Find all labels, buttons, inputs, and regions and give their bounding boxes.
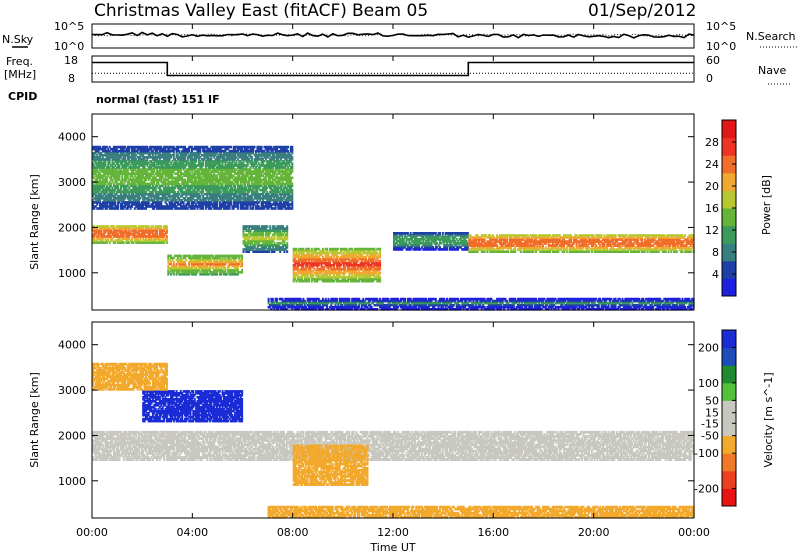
heatmap-cell bbox=[379, 260, 381, 263]
heatmap-cell bbox=[241, 269, 243, 272]
noise-right-tick-top: 10^5 bbox=[706, 20, 736, 33]
beam-label: Beam 05 bbox=[352, 1, 428, 21]
heatmap-cell bbox=[442, 232, 444, 235]
power-panel-background bbox=[92, 114, 694, 310]
noise-left-tick-top: 10^5 bbox=[54, 20, 84, 33]
chart-title: Christmas Valley East (fitACF) bbox=[94, 1, 347, 21]
heatmap-cell bbox=[439, 232, 441, 235]
noise-right-label: N.Search bbox=[746, 30, 796, 43]
noise-left-tick-bottom: 10^0 bbox=[54, 40, 84, 53]
heatmap-cell bbox=[684, 234, 686, 237]
heatmap-cell bbox=[601, 234, 603, 237]
heatmap-cell bbox=[379, 276, 381, 279]
heatmap-cell bbox=[676, 250, 678, 253]
heatmap-cell bbox=[326, 248, 328, 251]
heatmap-cell bbox=[286, 242, 288, 245]
noise-sky-line bbox=[92, 32, 694, 38]
heatmap-cell bbox=[379, 248, 381, 251]
frequency-panel: Freq. [MHz] 18 8 60 0 Nave bbox=[4, 54, 790, 85]
heatmap-cell bbox=[166, 235, 168, 238]
heatmap-cell bbox=[269, 225, 271, 228]
frequency-right-tick-top: 60 bbox=[706, 54, 720, 67]
heatmap-cell bbox=[185, 259, 187, 262]
heatmap-cell bbox=[241, 255, 243, 258]
frequency-left-tick-bottom: 8 bbox=[68, 72, 75, 85]
noise-left-label: N.Sky bbox=[2, 33, 34, 46]
frequency-left-tick-top: 18 bbox=[64, 54, 78, 67]
noise-panel: N.Sky 10^5 10^0 10^5 10^0 N.Search bbox=[2, 20, 798, 53]
cpid-label: CPID bbox=[8, 90, 37, 103]
heatmap-cell bbox=[173, 261, 175, 264]
heatmap-cell bbox=[224, 267, 226, 270]
heatmap-cell bbox=[180, 255, 182, 258]
heatmap-cell bbox=[123, 241, 125, 244]
frequency-label-line2: [MHz] bbox=[4, 68, 36, 81]
heatmap-cell bbox=[267, 225, 269, 228]
heatmap-cell bbox=[160, 225, 162, 228]
radar-summary-figure: Christmas Valley East (fitACF) Beam 05 0… bbox=[0, 0, 800, 554]
frequency-label-line1: Freq. bbox=[6, 55, 33, 68]
heatmap-cell bbox=[379, 272, 381, 275]
heatmap-cell bbox=[286, 250, 288, 253]
heatmap-cell bbox=[615, 234, 617, 237]
heatmap-cell bbox=[337, 248, 339, 251]
cpid-text: normal (fast) 151 IF bbox=[96, 93, 220, 106]
noise-right-tick-bottom: 10^0 bbox=[706, 40, 736, 53]
frequency-right-tick-bottom: 0 bbox=[706, 72, 713, 85]
heatmap-cell bbox=[166, 225, 168, 228]
heatmap-cell bbox=[286, 225, 288, 228]
nave-label: Nave bbox=[758, 64, 786, 77]
date-label: 01/Sep/2012 bbox=[588, 1, 696, 21]
